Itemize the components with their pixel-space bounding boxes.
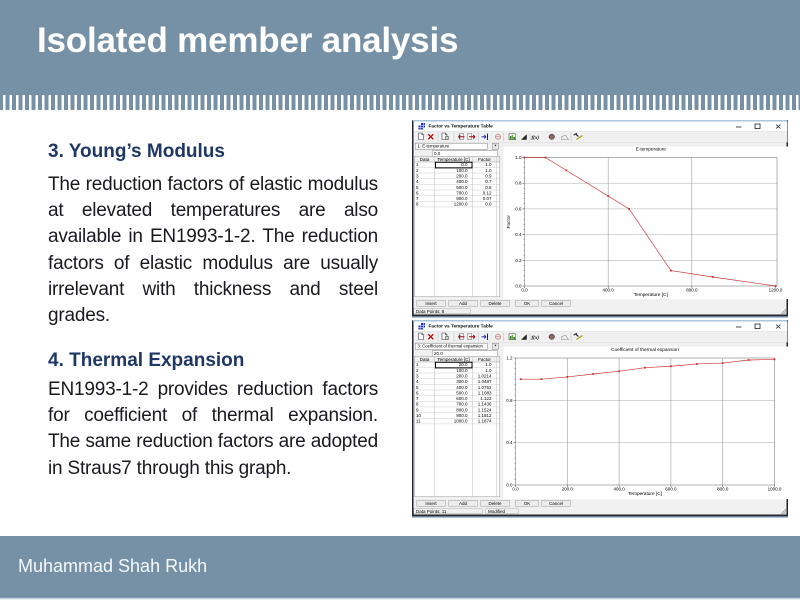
svg-text:Factor: Factor bbox=[478, 357, 491, 362]
svg-text:Temperature [C]: Temperature [C] bbox=[628, 491, 662, 497]
svg-text:0.0: 0.0 bbox=[512, 487, 519, 492]
svg-text:0.8: 0.8 bbox=[506, 398, 513, 403]
svg-text:400.0: 400.0 bbox=[603, 288, 615, 293]
svg-text:600.0: 600.0 bbox=[456, 396, 468, 401]
svg-text:1: 1 bbox=[416, 162, 419, 167]
svg-text:0.0: 0.0 bbox=[515, 284, 522, 289]
svg-text:4: 4 bbox=[416, 179, 419, 184]
svg-text:1000.0: 1000.0 bbox=[768, 487, 782, 492]
svg-text:1.1436: 1.1436 bbox=[478, 402, 492, 407]
svg-text:800.0: 800.0 bbox=[686, 288, 698, 293]
svg-text:5: 5 bbox=[416, 185, 419, 190]
svg-text:700.0: 700.0 bbox=[456, 402, 468, 407]
svg-text:6: 6 bbox=[416, 390, 419, 395]
svg-text:600.0: 600.0 bbox=[665, 487, 677, 492]
svg-text:7: 7 bbox=[416, 196, 419, 201]
svg-text:1.122: 1.122 bbox=[480, 396, 492, 401]
svg-text:1.0: 1.0 bbox=[485, 362, 492, 367]
svg-text:1.1083: 1.1083 bbox=[478, 390, 492, 395]
svg-text:700.0: 700.0 bbox=[456, 190, 468, 195]
svg-text:1.1812: 1.1812 bbox=[478, 413, 492, 418]
svg-text:Factor: Factor bbox=[506, 215, 512, 229]
svg-text:0.0: 0.0 bbox=[506, 483, 513, 488]
svg-text:1200.0: 1200.0 bbox=[769, 288, 783, 293]
svg-text:0.6: 0.6 bbox=[515, 206, 522, 211]
svg-text:1: 1 bbox=[416, 362, 419, 367]
svg-text:1000.0: 1000.0 bbox=[454, 419, 468, 424]
svg-text:900.0: 900.0 bbox=[456, 196, 468, 201]
svg-text:1.0: 1.0 bbox=[485, 162, 492, 167]
svg-text:Data: Data bbox=[420, 357, 430, 362]
svg-text:0.6: 0.6 bbox=[485, 185, 492, 190]
svg-text:400.0: 400.0 bbox=[613, 487, 625, 492]
svg-text:7: 7 bbox=[416, 396, 419, 401]
svg-text:400.0: 400.0 bbox=[456, 179, 468, 184]
svg-text:1.0487: 1.0487 bbox=[478, 379, 492, 384]
svg-text:1.0752: 1.0752 bbox=[478, 385, 492, 390]
svg-text:1.0: 1.0 bbox=[515, 155, 522, 160]
svg-text:1.0: 1.0 bbox=[485, 168, 492, 173]
svg-text:10: 10 bbox=[416, 413, 422, 418]
svg-text:1.1874: 1.1874 bbox=[478, 419, 492, 424]
svg-text:Factor: Factor bbox=[478, 157, 491, 162]
svg-text:Temperature [C]: Temperature [C] bbox=[437, 357, 469, 362]
svg-text:200.0: 200.0 bbox=[456, 373, 468, 378]
svg-text:8: 8 bbox=[416, 202, 419, 207]
svg-text:3: 3 bbox=[416, 173, 419, 178]
svg-text:0.7: 0.7 bbox=[485, 179, 492, 184]
svg-text:100.0: 100.0 bbox=[456, 168, 468, 173]
svg-text:400.0: 400.0 bbox=[456, 385, 468, 390]
svg-text:500.0: 500.0 bbox=[456, 390, 468, 395]
svg-text:2: 2 bbox=[416, 368, 419, 373]
svg-text:0.0: 0.0 bbox=[461, 162, 468, 167]
svg-text:0.07: 0.07 bbox=[483, 196, 492, 201]
svg-text:E-temperature: E-temperature bbox=[636, 147, 667, 153]
svg-text:0.0: 0.0 bbox=[485, 202, 492, 207]
svg-text:1.0214: 1.0214 bbox=[478, 373, 492, 378]
svg-text:1.2: 1.2 bbox=[506, 356, 513, 361]
svg-text:1200.0: 1200.0 bbox=[454, 202, 468, 207]
svg-text:500.0: 500.0 bbox=[456, 185, 468, 190]
svg-text:4: 4 bbox=[416, 379, 419, 384]
svg-text:f(x): f(x) bbox=[532, 136, 540, 141]
svg-text:f(x): f(x) bbox=[532, 336, 540, 341]
svg-text:800.0: 800.0 bbox=[456, 407, 468, 412]
svg-text:300.0: 300.0 bbox=[456, 379, 468, 384]
svg-text:0.4: 0.4 bbox=[515, 232, 522, 237]
svg-text:1.1524: 1.1524 bbox=[478, 407, 492, 412]
svg-text:0.12: 0.12 bbox=[483, 190, 492, 195]
svg-text:Temperature [C]: Temperature [C] bbox=[634, 292, 668, 298]
svg-text:2: 2 bbox=[416, 168, 419, 173]
svg-text:200.0: 200.0 bbox=[562, 487, 574, 492]
svg-text:200.0: 200.0 bbox=[456, 173, 468, 178]
svg-text:11: 11 bbox=[416, 419, 421, 424]
svg-text:6: 6 bbox=[416, 190, 419, 195]
svg-text:900.0: 900.0 bbox=[456, 413, 468, 418]
svg-text:1.0: 1.0 bbox=[485, 368, 492, 373]
svg-text:3: 3 bbox=[416, 373, 419, 378]
svg-text:800.0: 800.0 bbox=[717, 487, 729, 492]
svg-text:0.4: 0.4 bbox=[506, 440, 513, 445]
svg-text:0.9: 0.9 bbox=[485, 173, 492, 178]
svg-text:Coefficient of thermal expansi: Coefficient of thermal expansion bbox=[611, 347, 679, 353]
svg-text:0.8: 0.8 bbox=[515, 181, 522, 186]
svg-text:9: 9 bbox=[416, 407, 419, 412]
svg-text:Temperature [C]: Temperature [C] bbox=[437, 157, 469, 162]
svg-text:0.0: 0.0 bbox=[521, 288, 528, 293]
svg-text:Data: Data bbox=[420, 157, 430, 162]
svg-text:20.0: 20.0 bbox=[459, 362, 468, 367]
svg-text:5: 5 bbox=[416, 385, 419, 390]
svg-text:100.0: 100.0 bbox=[456, 368, 468, 373]
svg-text:0.2: 0.2 bbox=[515, 258, 522, 263]
svg-text:8: 8 bbox=[416, 402, 419, 407]
